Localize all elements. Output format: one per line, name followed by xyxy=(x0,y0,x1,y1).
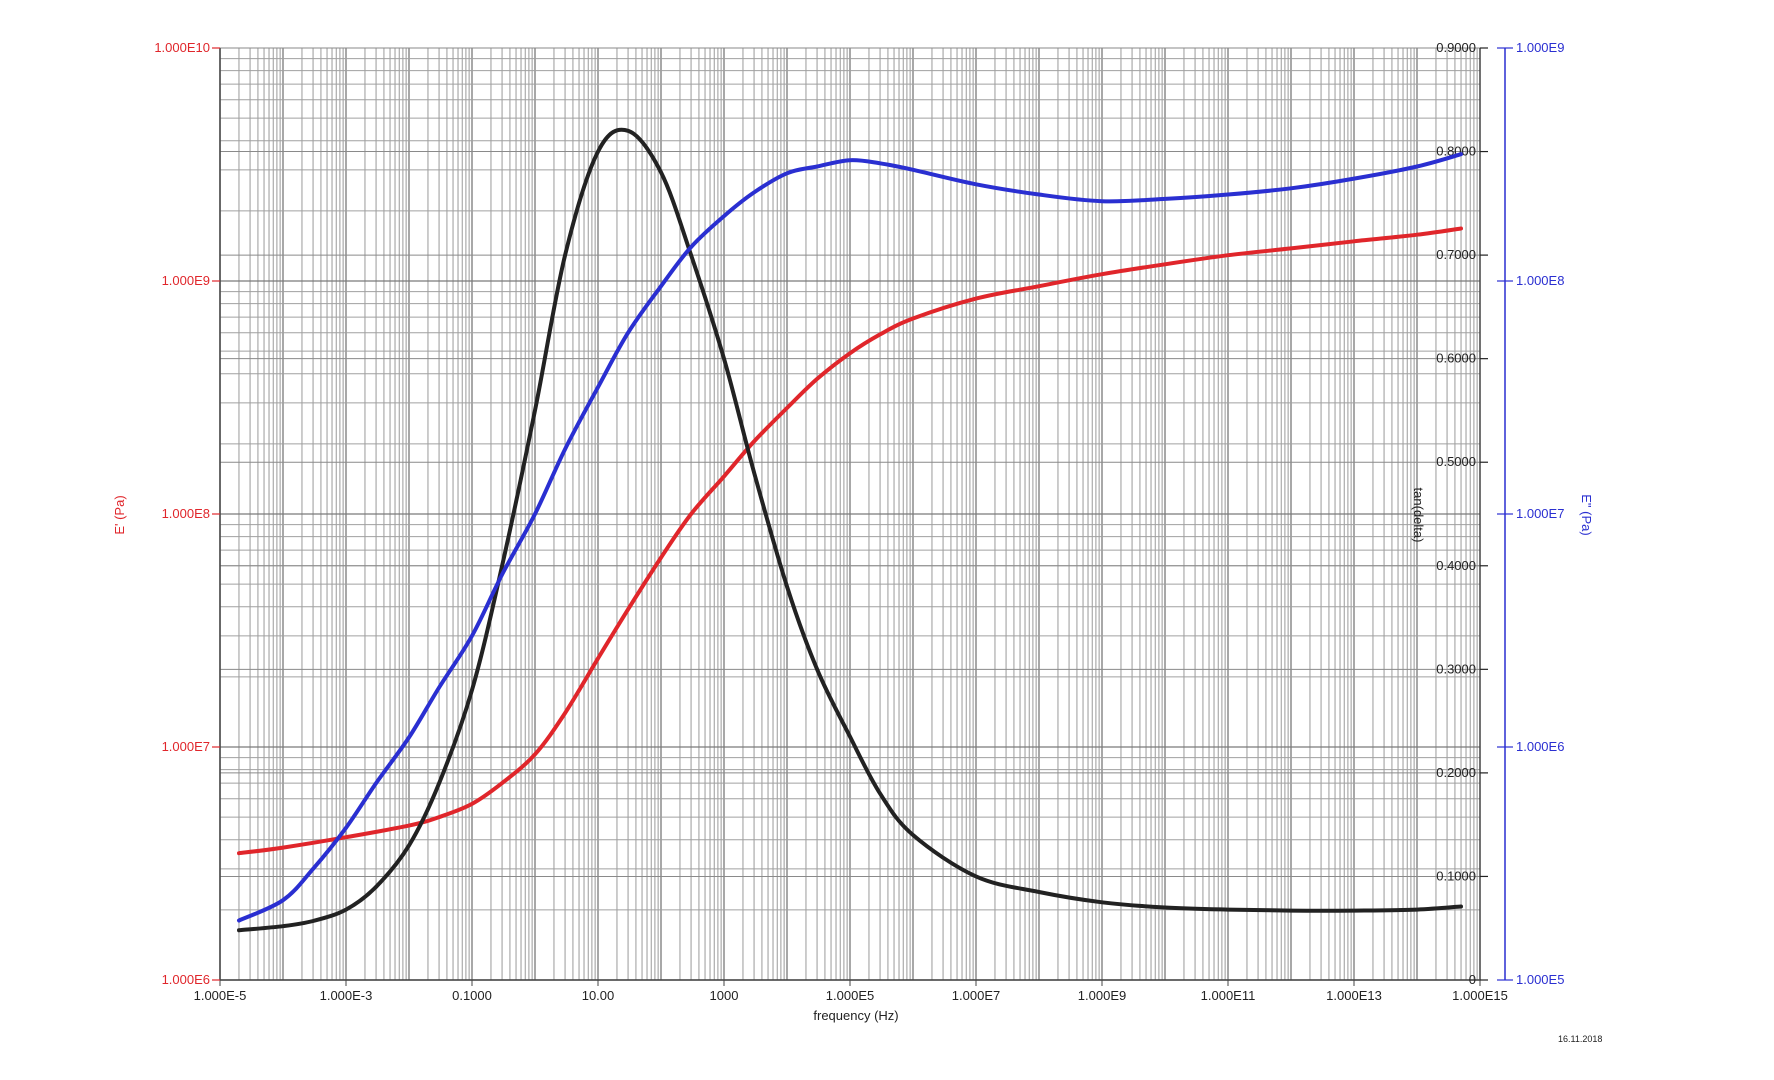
y-right-outer-tick-label: 1.000E7 xyxy=(1516,506,1564,521)
x-tick-label: 0.1000 xyxy=(452,988,492,1003)
date-stamp: 16.11.2018 xyxy=(1558,1034,1603,1044)
y-left-tick-label: 1.000E7 xyxy=(162,739,210,754)
y-right-outer-tick-label: 1.000E8 xyxy=(1516,273,1564,288)
y-right-outer-tick-label: 1.000E6 xyxy=(1516,739,1564,754)
x-tick-label: 1.000E13 xyxy=(1326,988,1382,1003)
x-tick-label: 1.000E-5 xyxy=(194,988,247,1003)
x-tick-label: 1.000E15 xyxy=(1452,988,1508,1003)
tan-delta-line xyxy=(237,127,1463,933)
y-left-tick-label: 1.000E8 xyxy=(162,506,210,521)
data-series xyxy=(237,127,1463,933)
x-tick-label: 1.000E5 xyxy=(826,988,874,1003)
axes xyxy=(212,47,1513,986)
x-tick-label: 1.000E9 xyxy=(1078,988,1126,1003)
y-right-inner-tick-label: 0 xyxy=(1469,972,1476,987)
y-right-inner-tick-label: 0.2000 xyxy=(1436,765,1476,780)
y-left-tick-label: 1.000E9 xyxy=(162,273,210,288)
x-tick-label: 1.000E-3 xyxy=(320,988,373,1003)
y-right-outer-tick-label: 1.000E5 xyxy=(1516,972,1564,987)
y-right-inner-tick-label: 0.1000 xyxy=(1436,868,1476,883)
x-tick-label: 1.000E11 xyxy=(1201,988,1256,1003)
y-right-inner-tick-label: 0.3000 xyxy=(1436,661,1476,676)
grid-lines xyxy=(219,47,1480,981)
y-right-outer-tick-label: 1.000E9 xyxy=(1516,40,1564,55)
x-axis-label: frequency (Hz) xyxy=(813,1008,898,1023)
y-right-inner-tick-label: 0.6000 xyxy=(1436,351,1476,366)
y-left-tick-label: 1.000E10 xyxy=(154,40,210,55)
y-right-inner-tick-label: 0.5000 xyxy=(1436,454,1476,469)
y-right-outer-axis-label: E" (Pa) xyxy=(1579,494,1594,535)
y-right-inner-tick-label: 0.8000 xyxy=(1436,144,1476,159)
x-tick-label: 10.00 xyxy=(582,988,615,1003)
y-right-inner-tick-label: 0.9000 xyxy=(1436,40,1476,55)
tick-labels: 1.000E-5 1.000E-3 0.1000 10.00 1000 1.000E5 1.… xyxy=(154,40,1564,1003)
e-storage-modulus-line xyxy=(237,226,1463,856)
x-tick-label: 1000 xyxy=(710,988,739,1003)
y-right-inner-tick-label: 0.4000 xyxy=(1436,558,1476,573)
y-left-tick-label: 1.000E6 xyxy=(162,972,210,987)
y-left-axis-label: E' (Pa) xyxy=(112,495,127,534)
x-tick-label: 1.000E7 xyxy=(952,988,1000,1003)
e-loss-modulus-line xyxy=(237,152,1463,923)
y-right-inner-axis-label: tan(delta) xyxy=(1411,488,1426,543)
y-right-inner-tick-label: 0.7000 xyxy=(1436,247,1476,262)
